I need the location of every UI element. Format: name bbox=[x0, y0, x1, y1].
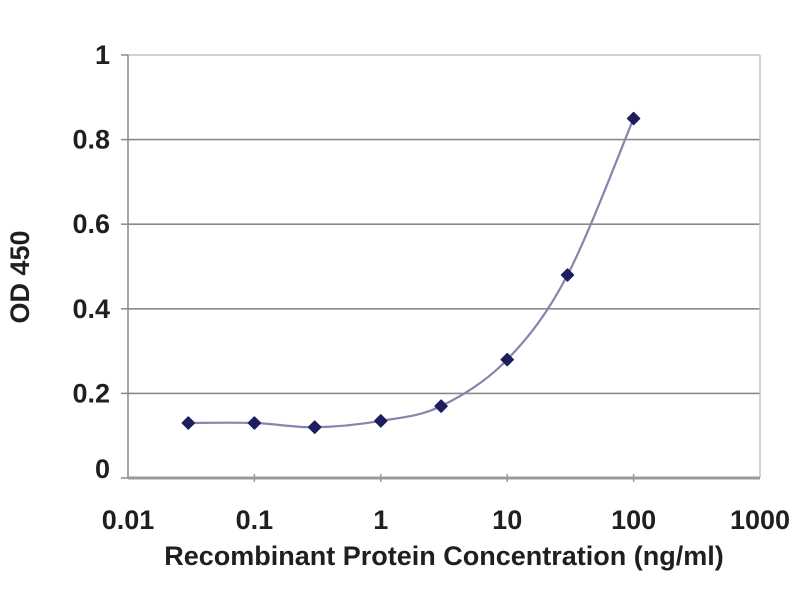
y-tick-label: 0.6 bbox=[72, 209, 110, 239]
data-point-marker bbox=[374, 414, 388, 428]
x-tick-label: 0.01 bbox=[102, 505, 155, 535]
x-tick-label: 1000 bbox=[730, 505, 790, 535]
data-point-marker bbox=[307, 420, 322, 434]
data-point-marker bbox=[247, 416, 262, 430]
x-tick-label: 0.1 bbox=[236, 505, 274, 535]
x-tick-label: 10 bbox=[492, 505, 522, 535]
data-point-marker bbox=[434, 399, 448, 413]
x-tick-label: 100 bbox=[611, 505, 656, 535]
y-tick-label: 0.2 bbox=[72, 378, 110, 408]
y-axis-title: OD 450 bbox=[5, 230, 35, 324]
data-point-marker bbox=[500, 352, 514, 367]
data-point-marker bbox=[181, 416, 196, 430]
data-point-marker bbox=[560, 268, 575, 282]
x-axis-title: Recombinant Protein Concentration (ng/ml… bbox=[164, 541, 724, 571]
data-point-marker bbox=[626, 111, 641, 126]
y-tick-label: 0.4 bbox=[72, 294, 110, 324]
y-tick-label: 0 bbox=[95, 454, 110, 484]
y-tick-label: 1 bbox=[95, 40, 110, 70]
y-tick-label: 0.8 bbox=[72, 125, 110, 155]
x-tick-label: 1 bbox=[373, 505, 388, 535]
